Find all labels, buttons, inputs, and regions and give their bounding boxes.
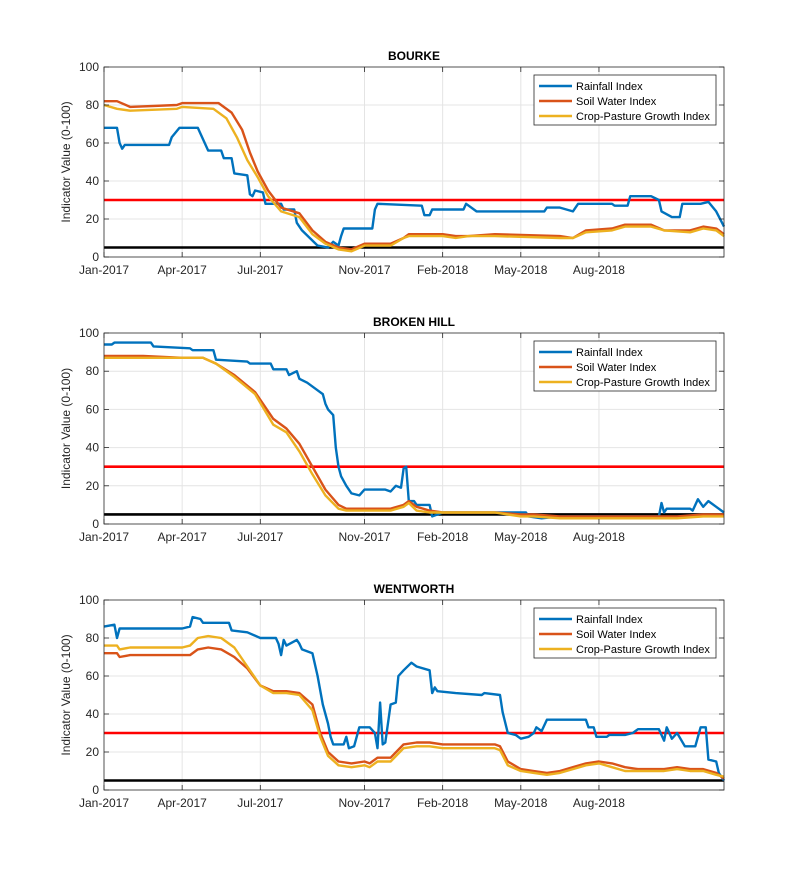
y-tick-label: 0: [92, 783, 99, 797]
y-tick-label: 100: [79, 593, 99, 607]
x-tick-label: Feb-2018: [417, 796, 469, 810]
legend-entry: Rainfall Index: [576, 347, 643, 359]
axes-box: [103, 332, 725, 525]
chart-title: BOURKE: [388, 49, 440, 63]
legend: Rainfall Index Soil Water Index Crop-Pastu…: [533, 74, 717, 126]
x-tick-label: Feb-2018: [417, 530, 469, 544]
y-tick-label: 80: [86, 631, 100, 645]
series-line-crop-pasture-growth-index: [104, 356, 724, 520]
y-tick-label: 60: [86, 669, 100, 683]
y-tick-label: 60: [86, 402, 100, 416]
y-axis-label: Indicator Value (0-100): [59, 101, 73, 222]
x-tick-label: Aug-2018: [573, 796, 625, 810]
y-tick-label: 100: [79, 326, 99, 340]
y-tick-label: 40: [86, 441, 100, 455]
chart-title: WENTWORTH: [374, 582, 455, 596]
x-tick-label: Jan-2017: [79, 263, 129, 277]
legend-entry: Soil Water Index: [576, 362, 657, 374]
series-line-crop-pasture-growth-index: [103, 103, 725, 253]
x-tick-label: Apr-2017: [157, 263, 207, 277]
x-tick-label: Aug-2018: [573, 263, 625, 277]
x-tick-label: Feb-2018: [417, 263, 469, 277]
y-tick-label: 20: [86, 479, 100, 493]
y-tick-label: 0: [92, 517, 99, 531]
series-line-soil-water-index: [104, 100, 725, 251]
x-tick-label: Aug-2018: [573, 530, 625, 544]
y-tick-label: 80: [86, 98, 100, 112]
y-tick-label: 0: [92, 250, 99, 264]
y-tick-label: 60: [86, 136, 100, 150]
series-line-soil-water-index: [104, 646, 725, 780]
series-line-rainfall-index: [104, 126, 726, 249]
chart-title: BROKEN HILL: [373, 315, 455, 329]
x-tick-label: Jan-2017: [79, 530, 129, 544]
x-tick-label: Nov-2017: [338, 796, 390, 810]
series-line-rainfall-index: [104, 341, 725, 520]
x-tick-label: Jul-2017: [237, 263, 283, 277]
series-line-crop-pasture-growth-index: [104, 634, 725, 778]
chart-panel: 0 20 40 60 80 100 Jan-2017 Apr-2017 Jul-2017 Nov-…: [59, 315, 725, 544]
x-tick-label: Nov-2017: [338, 530, 390, 544]
y-tick-label: 20: [86, 212, 100, 226]
x-tick-label: Jul-2017: [237, 796, 283, 810]
x-tick-label: Nov-2017: [338, 263, 390, 277]
axes-box: [103, 66, 725, 258]
y-tick-label: 80: [86, 364, 100, 378]
legend: Rainfall Index Soil Water Index Crop-Pastu…: [533, 607, 717, 659]
legend-entry: Crop-Pasture Growth Index: [576, 377, 710, 389]
legend-entry: Crop-Pasture Growth Index: [576, 644, 710, 656]
axes-box: [103, 599, 725, 791]
legend-entry: Soil Water Index: [576, 629, 657, 641]
legend-entry: Crop-Pasture Growth Index: [576, 111, 710, 123]
x-tick-label: Apr-2017: [157, 530, 207, 544]
y-tick-label: 100: [79, 60, 99, 74]
x-tick-label: Jul-2017: [237, 530, 283, 544]
x-tick-label: Apr-2017: [157, 796, 207, 810]
series-line-rainfall-index: [103, 615, 725, 782]
legend: Rainfall Index Soil Water Index Crop-Pastu…: [533, 340, 717, 392]
x-tick-label: May-2018: [494, 263, 548, 277]
y-tick-label: 40: [86, 174, 100, 188]
legend-entry: Rainfall Index: [576, 614, 643, 626]
legend-entry: Soil Water Index: [576, 96, 657, 108]
y-axis-label: Indicator Value (0-100): [59, 634, 73, 755]
chart-panel: 0 20 40 60 80 100 Jan-2017 Apr-2017 Jul-2017 Nov-…: [59, 49, 726, 277]
y-tick-label: 40: [86, 707, 100, 721]
x-tick-label: May-2018: [494, 796, 548, 810]
chart-panel: 0 20 40 60 80 100 Jan-2017 Apr-2017 Jul-2017 Nov-…: [59, 582, 725, 810]
y-axis-label: Indicator Value (0-100): [59, 368, 73, 489]
x-tick-label: May-2018: [494, 530, 548, 544]
x-tick-label: Jan-2017: [79, 796, 129, 810]
legend-entry: Rainfall Index: [576, 81, 643, 93]
y-tick-label: 20: [86, 745, 100, 759]
